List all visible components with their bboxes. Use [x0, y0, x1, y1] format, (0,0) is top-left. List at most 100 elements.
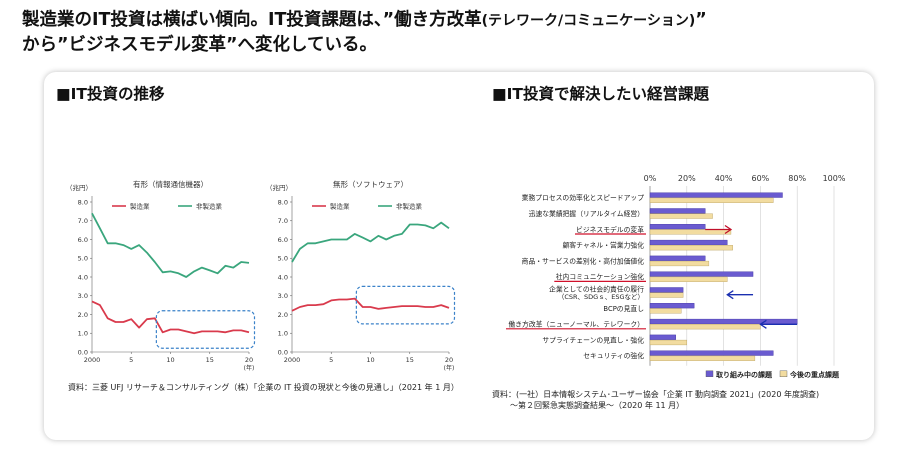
issues-arrow-head-0: [724, 224, 733, 235]
issues-legend-label-0: 取り組み中の課題: [716, 370, 773, 379]
issues-bar-0-1: [649, 208, 706, 214]
issues-category-label-4: 商品・サービスの差別化・高付加価値化: [522, 256, 645, 265]
issues-category-label-7: BCPの見直し: [603, 304, 644, 313]
issues-bar-0-4: [649, 255, 706, 261]
tangible-y-tick-3: 3.0: [78, 292, 88, 300]
intangible-x-tick-2: 10: [366, 356, 374, 364]
tangible-y-tick-2: 2.0: [78, 311, 88, 319]
tangible-y-tick-5: 5.0: [78, 255, 88, 263]
tangible-y-tick-6: 6.0: [78, 236, 88, 244]
issues-x-tick-2: 40%: [715, 174, 733, 183]
tangible-y-unit: （兆円）: [66, 183, 92, 192]
tangible-investment-line-chart: （兆円） 有形（情報通信機器） 製造業 非製造業 0.0 1.0 2.0 3.0 4.0 5.0 6…: [66, 179, 256, 372]
tangible-x-tick-2: 10: [166, 356, 174, 364]
tangible-y-tick-8: 8.0: [78, 198, 88, 206]
issues-bar-0-5: [649, 271, 754, 277]
left-section-title: ■IT投資の推移: [56, 85, 165, 103]
issues-arrow-head-2: [759, 319, 767, 329]
intangible-y-tick-2: 2.0: [278, 311, 288, 319]
intangible-series-0-line: [291, 297, 450, 312]
issues-legend-label-1: 今後の重点課題: [789, 370, 840, 379]
intangible-y-unit: （兆円）: [266, 183, 292, 192]
issues-arrow-head-1: [726, 290, 734, 300]
issues-category-label-10: セキュリティの強化: [583, 351, 644, 360]
intangible-series-1-line: [291, 221, 450, 263]
issues-category-label-1: 迅速な業績把握（リアルタイム経営）: [529, 209, 644, 218]
issues-category-label-0: 業務プロセスの効率化とスピードアップ: [522, 193, 645, 202]
intangible-legend-label-0: 製造業: [330, 202, 350, 211]
tangible-y-tick-0: 0.0: [78, 348, 88, 356]
issues-category-label-3: 顧客チャネル・営業力強化: [563, 241, 645, 250]
intangible-y-tick-5: 5.0: [278, 255, 288, 263]
left-source-note: 資料：三菱 UFJ リサーチ＆コンサルティング（株）「企業の IT 投資の現状と…: [68, 383, 459, 392]
issues-bar-1-8: [649, 324, 761, 330]
tangible-series-0-line: [91, 300, 250, 335]
issues-x-tick-4: 80%: [788, 174, 806, 183]
right-source-note-2: ～第２回緊急実態調査結果～（2020 年 11 月）: [510, 401, 685, 410]
issues-bar-0-7: [649, 303, 695, 309]
intangible-x-tick-1: 5: [329, 356, 333, 364]
issues-bar-1-1: [649, 213, 713, 219]
issues-category-label-9: サプライチェーンの見直し・強化: [542, 335, 644, 344]
intangible-y-tick-4: 4.0: [278, 273, 288, 281]
intangible-y-tick-7: 7.0: [278, 217, 288, 225]
intangible-title: 無形（ソフトウェア）: [333, 179, 408, 189]
issues-category-label-2: ビジネスモデルの変革: [576, 225, 644, 234]
issues-bar-1-2: [649, 229, 732, 235]
issues-x-tick-0: 0%: [644, 174, 657, 183]
issues-bar-1-6: [649, 292, 684, 298]
issues-x-tick-1: 20%: [678, 174, 696, 183]
issues-x-tick-5: 100%: [823, 174, 846, 183]
intangible-y-tick-8: 8.0: [278, 198, 288, 206]
tangible-y-tick-7: 7.0: [78, 217, 88, 225]
issues-legend-swatch-0: [705, 370, 714, 378]
intangible-y-tick-6: 6.0: [278, 236, 288, 244]
issues-bar-1-3: [649, 245, 734, 251]
issues-bar-0-0: [649, 192, 783, 198]
issues-bar-1-4: [649, 260, 710, 267]
issues-bar-0-6: [649, 287, 684, 293]
issues-bar-1-7: [649, 308, 682, 314]
intangible-x-unit: (年): [444, 364, 455, 372]
issues-bar-1-0: [649, 197, 774, 203]
headline: 製造業のIT投資は横ばい傾向。IT投資課題は、”働き方改革(テレワーク/コミュニ…: [22, 8, 892, 57]
tangible-x-tick-0: 2000: [84, 356, 101, 364]
intangible-y-tick-3: 3.0: [278, 292, 288, 300]
issues-category-label-6: 企業としての社会的責任の履行: [549, 285, 644, 294]
intangible-x-tick-4: 20: [445, 356, 453, 364]
tangible-x-unit: (年): [244, 364, 255, 372]
intangible-x-tick-3: 15: [406, 356, 414, 364]
tangible-x-tick-3: 15: [206, 356, 214, 364]
intangible-y-tick-1: 1.0: [278, 330, 288, 338]
tangible-title: 有形（情報通信機器）: [133, 179, 208, 189]
content-panel: [44, 72, 874, 440]
tangible-legend-label-1: 非製造業: [196, 202, 223, 211]
tangible-x-tick-4: 20: [245, 356, 253, 364]
it-issues-bar-chart: 0% 20% 40% 60% 80% 100% 業務プロセスの効率化とスピードアップ迅速な業…: [506, 174, 846, 379]
right-section-title: ■IT投資で解決したい経営課題: [492, 85, 709, 103]
issues-bar-1-10: [649, 355, 756, 361]
tangible-y-tick-1: 1.0: [78, 330, 88, 338]
tangible-x-tick-1: 5: [129, 356, 133, 364]
issues-bar-0-9: [649, 334, 676, 340]
issues-bar-1-5: [649, 276, 728, 282]
headline-line-2: から”ビジネスモデル変革”へ変化している。: [22, 35, 377, 55]
tangible-y-tick-4: 4.0: [78, 273, 88, 281]
issues-bar-1-9: [649, 339, 687, 346]
tangible-legend-label-0: 製造業: [130, 202, 150, 211]
tangible-series-1-line: [91, 212, 250, 278]
headline-line-1: 製造業のIT投資は横ばい傾向。IT投資課題は、”働き方改革(テレワーク/コミュニ…: [22, 10, 707, 30]
issues-legend-swatch-1: [779, 370, 788, 378]
issues-bar-0-3: [649, 239, 728, 246]
issues-bar-0-10: [649, 350, 774, 356]
issues-category-label-5: 社内コミュニケーション強化: [556, 272, 644, 281]
right-source-note-1: 資料：(一社）日本情報システム･ユーザー協会「企業 IT 動向調査 2021」(…: [492, 390, 820, 399]
issues-x-tick-3: 60%: [752, 174, 770, 183]
issues-bar-0-8: [649, 318, 798, 325]
issues-bar-0-2: [649, 224, 706, 230]
intangible-legend-label-1: 非製造業: [396, 202, 423, 211]
intangible-investment-line-chart: （兆円） 無形（ソフトウェア） 製造業 非製造業 0.0 1.0 2.0 3.0 4.0 5.0 6…: [266, 179, 456, 372]
issues-category-sublabel-6: （CSR、SDGｓ、ESGなど）: [558, 293, 644, 301]
issues-category-label-8: 働き方改革（ニューノーマル、テレワーク）: [508, 320, 644, 329]
intangible-x-tick-0: 2000: [284, 356, 301, 364]
